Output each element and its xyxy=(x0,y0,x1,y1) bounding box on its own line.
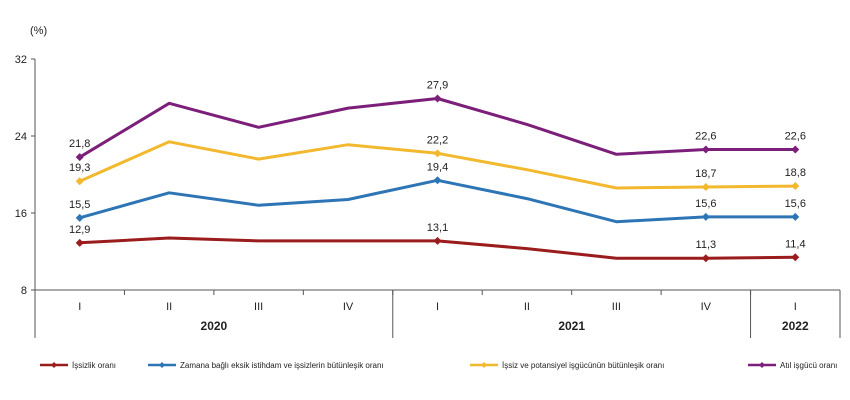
y-tick-label: 32 xyxy=(15,54,27,66)
y-tick-label: 24 xyxy=(15,131,27,143)
data-marker xyxy=(791,253,800,262)
data-label: 15,5 xyxy=(69,199,90,211)
data-marker xyxy=(791,145,800,154)
data-label: 18,8 xyxy=(785,167,806,179)
y-axis-label: (%) xyxy=(30,25,47,37)
data-label: 15,6 xyxy=(695,198,716,210)
data-label: 11,3 xyxy=(696,239,717,251)
y-tick-label: 8 xyxy=(21,285,27,297)
x-tick-label: III xyxy=(612,301,621,313)
legend-swatch-marker xyxy=(51,362,57,368)
legend-item: İşsizlik oranı xyxy=(40,361,116,370)
legend-label: İşsizlik oranı xyxy=(72,361,116,370)
year-label: 2021 xyxy=(558,319,585,333)
legend-item: Atıl işgücü oranı xyxy=(748,361,837,370)
legend-swatch-marker xyxy=(759,362,765,368)
legend-label: İşsiz ve potansiyel işgücünün bütünleşik… xyxy=(502,361,664,370)
data-marker xyxy=(433,94,442,103)
data-label: 27,9 xyxy=(427,79,448,91)
data-marker xyxy=(433,149,442,158)
data-label: 19,4 xyxy=(427,161,448,173)
data-marker xyxy=(701,254,710,263)
chart-series: 12,9 13,1 11,3 11,4 15,5 19,4 15,6 15,6 19,3 22,2… xyxy=(69,79,806,263)
data-marker xyxy=(701,212,710,221)
series-4: 21,8 27,9 22,6 22,6 xyxy=(69,79,806,162)
y-tick-label: 16 xyxy=(15,208,27,220)
legend-item: Zamana bağlı eksik istihdam ve işsizleri… xyxy=(148,361,384,370)
x-tick-label: II xyxy=(166,301,172,313)
data-label: 22,6 xyxy=(785,130,806,142)
data-label: 22,6 xyxy=(695,130,716,142)
data-marker xyxy=(75,238,84,247)
data-label: 12,9 xyxy=(69,224,90,236)
data-marker xyxy=(75,177,84,186)
x-tick-label: III xyxy=(254,301,263,313)
data-label: 22,2 xyxy=(427,134,448,146)
legend-item: İşsiz ve potansiyel işgücünün bütünleşik… xyxy=(470,361,664,370)
x-tick-label: I xyxy=(794,301,797,313)
series-1: 12,9 13,1 11,3 11,4 xyxy=(69,222,806,263)
data-marker xyxy=(791,212,800,221)
year-label: 2022 xyxy=(782,319,809,333)
data-marker xyxy=(433,176,442,185)
x-tick-label: IV xyxy=(701,301,712,313)
data-marker xyxy=(75,213,84,222)
data-label: 19,3 xyxy=(69,162,90,174)
data-marker xyxy=(701,145,710,154)
x-tick-label: I xyxy=(436,301,439,313)
data-marker xyxy=(701,183,710,192)
legend-label: Zamana bağlı eksik istihdam ve işsizleri… xyxy=(180,361,384,370)
legend-swatch-marker xyxy=(159,362,165,368)
chart-legend: İşsizlik oranı Zamana bağlı eksik istihda… xyxy=(40,361,837,370)
data-label: 13,1 xyxy=(427,222,448,234)
x-tick-label: I xyxy=(78,301,81,313)
data-label: 18,7 xyxy=(695,168,716,180)
legend-swatch-marker xyxy=(481,362,487,368)
data-marker xyxy=(791,182,800,191)
series-line xyxy=(78,97,797,159)
x-tick-label: IV xyxy=(343,301,354,313)
data-label: 15,6 xyxy=(785,198,806,210)
data-label: 21,8 xyxy=(69,138,90,150)
legend-label: Atıl işgücü oranı xyxy=(780,361,837,370)
data-marker xyxy=(75,153,84,162)
series-3: 19,3 22,2 18,7 18,8 xyxy=(69,134,806,192)
data-marker xyxy=(433,236,442,245)
series-2: 15,5 19,4 15,6 15,6 xyxy=(69,161,806,224)
data-label: 11,4 xyxy=(785,238,806,250)
x-tick-label: II xyxy=(524,301,530,313)
year-label: 2020 xyxy=(201,319,228,333)
